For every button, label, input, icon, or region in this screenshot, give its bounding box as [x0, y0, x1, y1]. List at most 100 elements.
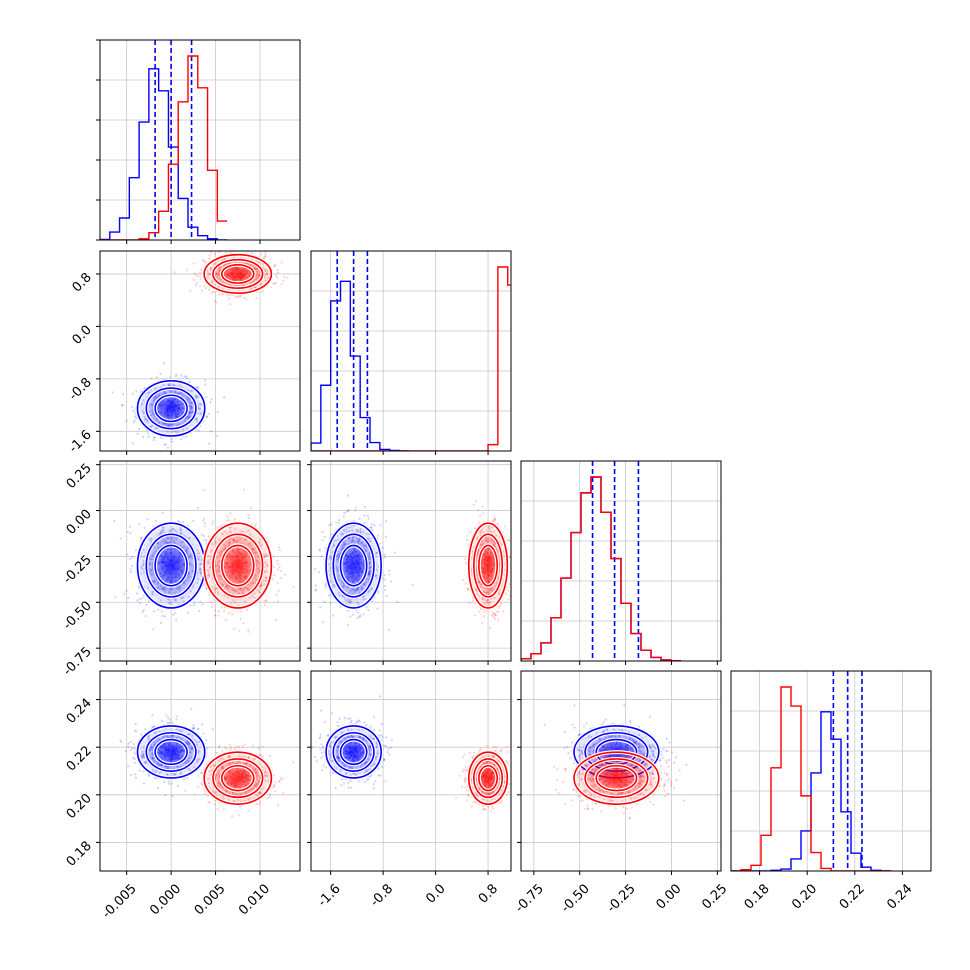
scatter-point [482, 512, 485, 515]
scatter-point [111, 391, 114, 394]
scatter-point [140, 597, 143, 600]
scatter-point [159, 621, 162, 625]
scatter-point [205, 539, 208, 542]
scatter-point [199, 285, 202, 288]
density-level [485, 559, 491, 572]
scatter-point [324, 584, 327, 587]
scatter-point [479, 607, 482, 611]
scatter-point [247, 630, 250, 633]
scatter-point [227, 298, 231, 301]
scatter-point [465, 561, 468, 565]
scatter-point [210, 398, 213, 401]
scatter-point [203, 521, 206, 525]
scatter-point [376, 607, 379, 610]
scatter-point [210, 291, 213, 294]
scatter-point [263, 603, 266, 606]
scatter-point [144, 728, 147, 731]
scatter-point [197, 429, 200, 432]
scatter-point [166, 446, 169, 449]
scatter-point [263, 255, 266, 258]
panel-plot-area [100, 251, 300, 451]
scatter-point [188, 380, 191, 384]
scatter-point [468, 601, 471, 605]
scatter-point [507, 539, 511, 542]
scatter-point [129, 570, 133, 574]
scatter-point [119, 739, 122, 742]
histogram-series-1 [100, 55, 228, 240]
scatter-point [161, 511, 164, 515]
scatter-point [144, 615, 147, 618]
scatter-point [490, 614, 493, 617]
contour-line [212, 258, 264, 289]
scatter-point [352, 613, 355, 616]
scatter-point [212, 520, 215, 523]
scatter-point [162, 362, 165, 365]
scatter-point [463, 558, 466, 561]
scatter-point [114, 596, 117, 599]
scatter-point [142, 609, 145, 612]
scatter-point [193, 272, 196, 275]
scatter-point [335, 521, 338, 524]
scatter-point [175, 618, 178, 621]
scatter-point [127, 765, 130, 768]
y-tick-label: 0.0 [70, 323, 95, 348]
scatter-point [195, 273, 198, 276]
scatter-point [226, 294, 229, 297]
scatter-point [224, 251, 228, 254]
scatter-point [139, 602, 142, 605]
scatter-point [223, 396, 226, 399]
scatter-point [502, 610, 505, 613]
panels-layer: 0.80.0-0.8-1.60.250.00-0.25-0.50-0.75-0.… [60, 39, 932, 922]
scatter-point [129, 740, 132, 744]
scatter-point [379, 524, 382, 527]
scatter-point [128, 525, 132, 528]
scatter-point [217, 610, 220, 613]
scatter-point [233, 627, 236, 630]
scatter-point [231, 613, 234, 616]
scatter-point [356, 616, 359, 619]
scatter-point [196, 549, 199, 552]
scatter-point [146, 518, 149, 521]
scatter-point [113, 519, 116, 523]
scatter-point [138, 427, 141, 430]
scatter-point [384, 589, 387, 592]
scatter-point [125, 419, 128, 422]
scatter-point [187, 611, 190, 614]
scatter-point [138, 587, 141, 590]
scatter-point [354, 509, 357, 512]
contour-line [203, 253, 273, 295]
scatter-point [207, 535, 210, 538]
scatter-point [164, 794, 167, 797]
scatter-point [133, 418, 136, 422]
scatter-point [286, 276, 289, 279]
scatter-point [209, 251, 213, 254]
scatter-point [376, 534, 380, 537]
scatter-point [211, 522, 214, 525]
scatter-point [143, 526, 146, 529]
scatter-point [346, 494, 349, 497]
scatter-point [138, 523, 141, 526]
scatter-point [474, 614, 477, 617]
scatter-point [205, 396, 208, 399]
contour-line [145, 533, 197, 598]
scatter-point [370, 523, 374, 526]
scatter-point [255, 296, 258, 300]
scatter-point [189, 289, 192, 292]
scatter-point [319, 549, 322, 552]
scatter-point [134, 776, 137, 779]
scatter-point [172, 613, 175, 616]
scatter-point [317, 571, 321, 574]
scatter-point [324, 586, 327, 589]
y-tick-label: -0.75 [60, 644, 94, 678]
scatter-point [383, 553, 386, 556]
panel-1-1 [310, 250, 512, 455]
scatter-point [151, 714, 154, 717]
scatter-point [192, 604, 195, 607]
scatter-point [133, 757, 136, 761]
scatter-point [208, 593, 211, 596]
scatter-point [272, 282, 275, 286]
scatter-point [203, 583, 206, 586]
scatter-point [187, 545, 190, 548]
scatter-point [150, 377, 153, 380]
scatter-point [196, 506, 199, 509]
